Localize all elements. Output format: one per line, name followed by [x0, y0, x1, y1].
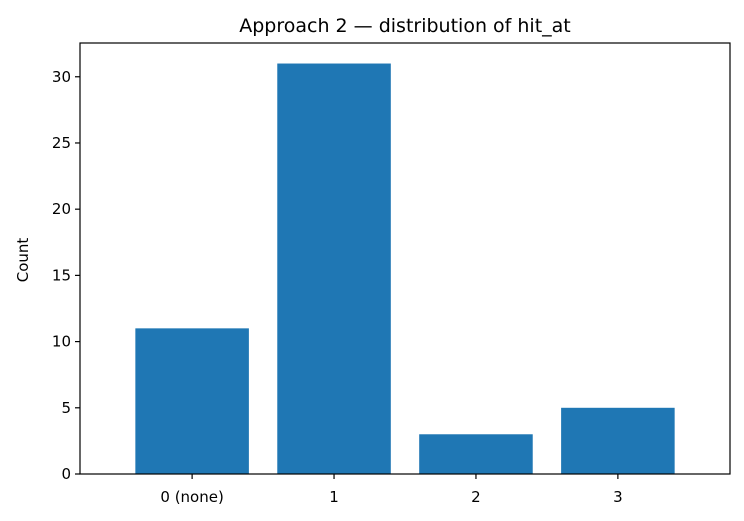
y-tick-label-3: 15 — [52, 266, 71, 284]
bar-3 — [561, 407, 675, 474]
bar-2 — [419, 434, 533, 474]
x-tick-label-0: 0 (none) — [160, 488, 223, 506]
x-tick-label-3: 3 — [613, 488, 623, 506]
y-axis: 0 5 10 15 20 25 30 — [52, 68, 80, 483]
y-axis-label: Count — [14, 238, 32, 283]
y-tick-label-1: 5 — [61, 399, 71, 417]
y-tick-label-6: 30 — [52, 68, 71, 86]
y-tick-label-5: 25 — [52, 134, 71, 152]
y-tick-label-2: 10 — [52, 333, 71, 351]
y-tick-label-0: 0 — [61, 465, 71, 483]
bars-group — [135, 63, 675, 475]
bar-1 — [277, 63, 391, 475]
bar-0 — [135, 328, 249, 474]
plot-frame — [79, 42, 731, 475]
x-axis: 0 (none) 1 2 3 — [160, 474, 623, 506]
chart-title: Approach 2 — distribution of hit_at — [239, 15, 571, 37]
x-tick-label-1: 1 — [329, 488, 339, 506]
y-tick-label-4: 20 — [52, 200, 71, 218]
x-tick-label-2: 2 — [471, 488, 481, 506]
